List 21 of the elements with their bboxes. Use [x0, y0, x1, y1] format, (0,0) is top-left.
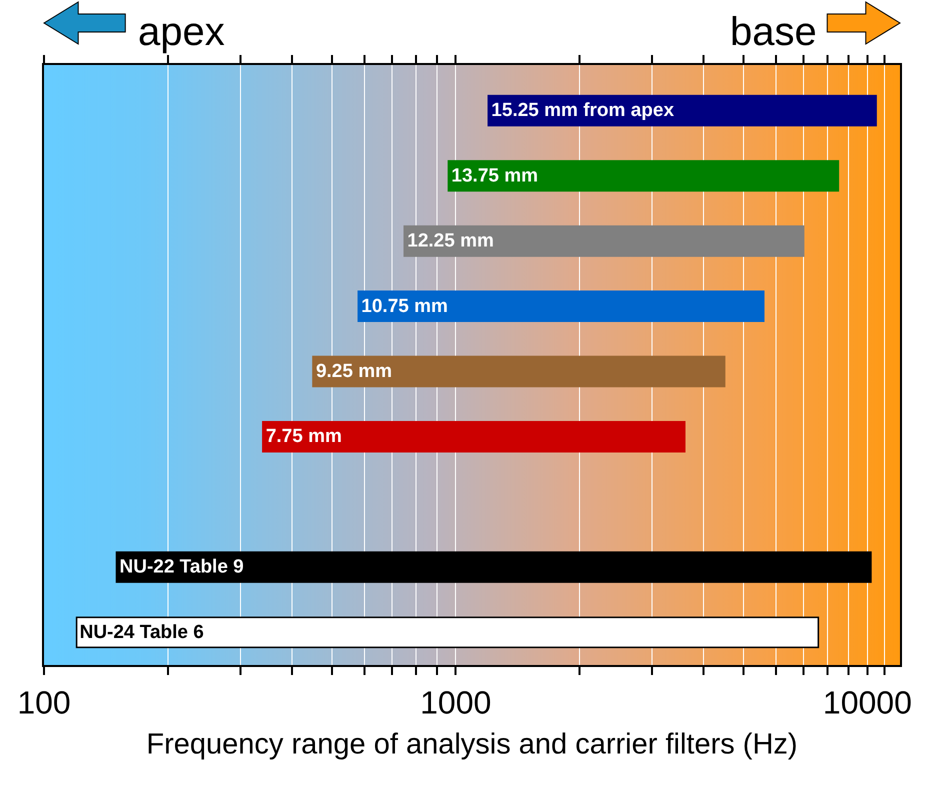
- bar: [448, 160, 840, 192]
- bar: [262, 420, 686, 452]
- bar: [488, 94, 877, 126]
- bar: [312, 356, 726, 388]
- bar: [358, 290, 764, 322]
- bar: [116, 551, 872, 583]
- y-tick-label: NU-22 Table 9: [120, 556, 244, 578]
- y-tick-label: NU-24 Table 6: [80, 622, 204, 643]
- y-tick-label: 12.25 mm: [407, 230, 494, 252]
- x-tick-label: 10000: [822, 684, 912, 720]
- y-tick-label: 13.75 mm: [451, 165, 538, 186]
- x-tick-label: 1000: [420, 684, 492, 720]
- text: apex: [138, 10, 225, 54]
- text: base: [730, 10, 817, 54]
- y-tick-label: 15.25 mm from apex: [491, 100, 674, 122]
- x-axis-title: Frequency range of analysis and carrier filters (Hz): [146, 728, 798, 761]
- bar: [404, 225, 804, 257]
- y-tick-label: 7.75 mm: [266, 426, 342, 448]
- y-tick-label: 10.75 mm: [361, 296, 448, 317]
- x-tick-label: 100: [17, 684, 71, 720]
- y-tick-label: 9.25 mm: [316, 361, 392, 382]
